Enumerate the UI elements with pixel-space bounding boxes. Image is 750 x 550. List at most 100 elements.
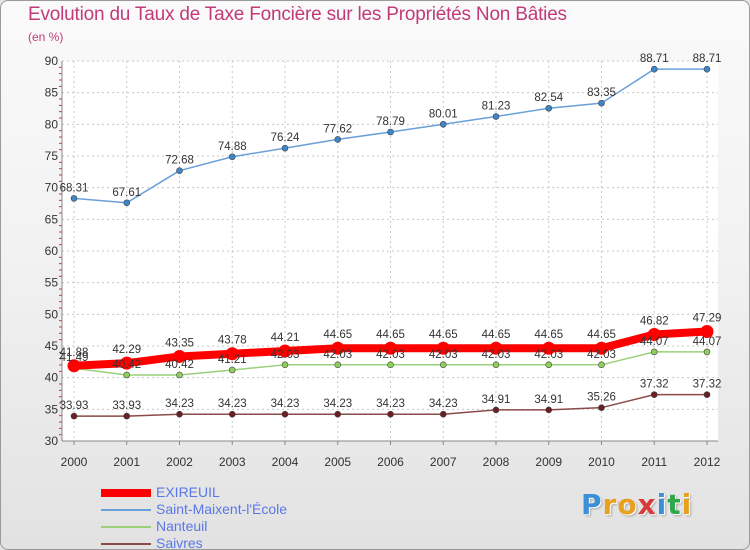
x-tick-label-2011: 2011 [641, 455, 667, 469]
data-label-nanteuil-2009: 42.03 [534, 349, 563, 361]
data-label-saint-maixent-l-cole-2001: 67.61 [112, 187, 141, 199]
x-tick-label-2003: 2003 [219, 455, 246, 469]
point-nanteuil-2011 [650, 348, 658, 356]
y-tick-label-80: 80 [45, 117, 59, 131]
y-tick-label-60: 60 [45, 244, 59, 258]
point-saint-maixent-l-cole-2010 [598, 99, 605, 107]
point-nanteuil-2003 [228, 366, 236, 374]
point-saint-maixent-l-cole-2007 [439, 120, 447, 128]
point-exireuil-2000 [67, 359, 81, 373]
x-tick-label-2005: 2005 [324, 455, 351, 469]
legend-item-3: Saivres [101, 535, 361, 549]
data-label-nanteuil-2003: 41.21 [218, 354, 247, 366]
legend-swatch-1 [101, 508, 151, 511]
data-label-saivres-2007: 34.23 [429, 398, 458, 410]
data-label-saint-maixent-l-cole-2004: 76.24 [271, 132, 300, 144]
point-exireuil-2006 [384, 341, 397, 355]
data-label-nanteuil-2010: 42.03 [587, 349, 616, 361]
point-saint-maixent-l-cole-2004 [281, 144, 289, 152]
data-label-nanteuil-2000: 41.49 [60, 352, 89, 364]
data-label-nanteuil-2007: 42.03 [429, 349, 458, 361]
data-label-saint-maixent-l-cole-2006: 78.79 [376, 116, 405, 128]
point-saivres-2011 [650, 391, 658, 398]
y-tick-label-65: 65 [45, 212, 59, 226]
point-saint-maixent-l-cole-2005 [334, 136, 342, 143]
chart-title: Evolution du Taux de Taxe Foncière sur l… [28, 4, 567, 25]
legend-item-0: EXIREUIL [101, 484, 361, 501]
data-label-saint-maixent-l-cole-2007: 80.01 [429, 108, 458, 120]
x-tick-label-2008: 2008 [483, 455, 510, 469]
data-label-nanteuil-2005: 42.03 [323, 349, 352, 361]
x-tick-label-2009: 2009 [535, 455, 562, 469]
data-label-exireuil-2007: 44.65 [429, 329, 458, 341]
point-exireuil-2012 [700, 324, 714, 338]
data-label-exireuil-2005: 44.65 [323, 329, 352, 341]
point-saint-maixent-l-cole-2008 [492, 113, 500, 120]
point-exireuil-2003 [225, 347, 239, 361]
point-saint-maixent-l-cole-2009 [545, 104, 553, 112]
point-nanteuil-2008 [492, 361, 500, 369]
legend-item-2: Nanteuil [101, 518, 361, 535]
point-saivres-2004 [281, 410, 289, 418]
y-tick-label-75: 75 [45, 149, 59, 163]
point-saint-maixent-l-cole-2001 [123, 199, 131, 207]
data-label-layer: 68.31 67.61 72.68 74.88 76.24 77.62 78.79 80.01… [60, 53, 722, 412]
point-exireuil-2008 [489, 341, 503, 355]
data-label-saint-maixent-l-cole-2009: 82.54 [534, 92, 563, 104]
point-saint-maixent-l-cole-2003 [228, 153, 236, 161]
data-label-exireuil-2008: 44.65 [482, 329, 511, 341]
y-tick-label-90: 90 [45, 54, 59, 68]
brand-letter: x [637, 488, 657, 521]
data-label-saint-maixent-l-cole-2003: 74.88 [218, 141, 247, 153]
point-saivres-2010 [598, 404, 605, 411]
point-saivres-2003 [228, 410, 236, 418]
data-label-exireuil-2003: 43.78 [218, 335, 247, 347]
x-tick-label-2002: 2002 [166, 455, 193, 469]
x-tick-label-2001: 2001 [113, 455, 140, 469]
legend-label-1: Saint-Maixent-l'École [156, 501, 288, 517]
point-saivres-2005 [334, 410, 342, 418]
series-nanteuil [70, 348, 711, 379]
data-label-exireuil-2012: 47.29 [693, 312, 722, 324]
legend-swatch-2 [101, 525, 151, 528]
axis-layer: 30 35 40 45 50 55 60 65 70 75 80 85 90 2000 2001 2002 20… [45, 54, 721, 469]
data-label-saint-maixent-l-cole-2012: 88.71 [693, 53, 722, 65]
point-nanteuil-2006 [387, 361, 394, 369]
point-saivres-2000 [70, 412, 78, 420]
point-nanteuil-2002 [176, 371, 183, 379]
point-exireuil-2010 [595, 341, 608, 355]
series-exireuil [67, 324, 714, 373]
point-exireuil-2001 [120, 356, 134, 370]
data-label-saivres-2004: 34.23 [271, 398, 300, 410]
point-nanteuil-2007 [439, 361, 447, 369]
x-tick-label-2000: 2000 [61, 455, 88, 469]
data-label-nanteuil-2002: 40.42 [165, 359, 194, 371]
point-saint-maixent-l-cole-2011 [650, 65, 658, 73]
legend-label-2: Nanteuil [156, 518, 208, 534]
legend-item-1: Saint-Maixent-l'École [101, 501, 361, 518]
x-tick-label-2006: 2006 [377, 455, 404, 469]
data-label-saivres-2010: 35.26 [587, 392, 616, 404]
series-layer [67, 65, 714, 420]
point-saivres-2012 [703, 391, 711, 398]
y-tick-label-45: 45 [45, 339, 59, 353]
point-saivres-2006 [387, 410, 394, 418]
data-label-nanteuil-2011: 44.07 [640, 336, 669, 348]
series-saint-maixent-l-cole [70, 65, 711, 207]
legend-swatch-0 [101, 488, 151, 497]
point-exireuil-2011 [647, 327, 661, 341]
x-tick-label-2012: 2012 [694, 455, 721, 469]
point-nanteuil-2004 [281, 361, 289, 369]
series-saivres [70, 391, 711, 420]
data-label-nanteuil-2012: 44.07 [693, 336, 722, 348]
point-nanteuil-2005 [334, 361, 342, 369]
point-saivres-2002 [176, 410, 183, 418]
data-label-exireuil-2002: 43.35 [165, 337, 194, 349]
data-label-saivres-2006: 34.23 [376, 398, 405, 410]
point-saint-maixent-l-cole-2000 [70, 195, 78, 202]
point-nanteuil-2012 [703, 348, 711, 356]
point-saivres-2009 [545, 406, 553, 414]
y-tick-label-35: 35 [45, 402, 59, 416]
data-label-saivres-2012: 37.32 [693, 379, 722, 391]
